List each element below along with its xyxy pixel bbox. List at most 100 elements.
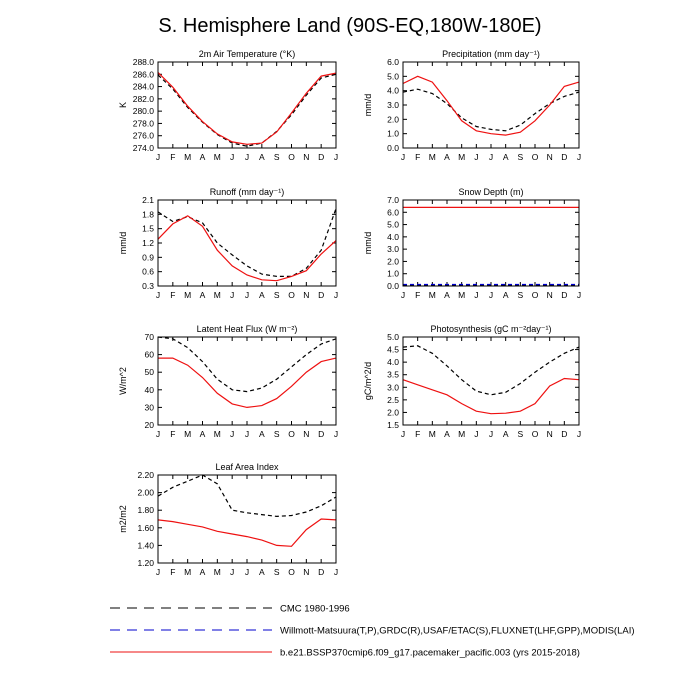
series-line-model	[157, 71, 337, 145]
series-line-model	[402, 377, 580, 415]
y-tick-label: 3.0	[387, 382, 399, 392]
x-tick-label: O	[288, 429, 295, 439]
x-tick-label: J	[156, 567, 160, 577]
legend-item-cmc: CMC 1980-1996	[110, 604, 350, 615]
legend-group: CMC 1980-1996 Willmott-Matsuura(T,P),GRDC…	[110, 604, 635, 659]
series-line-model	[402, 75, 580, 136]
figure-title: S. Hemisphere Land (90S-EQ,180W-180E)	[158, 15, 541, 37]
legend-item-obs: Willmott-Matsuura(T,P),GRDC(R),USAF/ETAC…	[110, 626, 635, 637]
series-line-cmc	[402, 88, 580, 132]
x-tick-label: N	[547, 152, 553, 162]
y-tick-label: 1.20	[137, 558, 154, 568]
panels-group: 2m Air Temperature (°K) K 274.0 276.0 278.0 2…	[118, 49, 581, 577]
x-tick-label: D	[318, 429, 324, 439]
y-axis-label: mm/d	[363, 232, 373, 255]
y-axis-label: m2/m2	[118, 505, 128, 533]
y-tick-label: 280.0	[133, 106, 155, 116]
y-axis-label: W/m^2	[118, 367, 128, 395]
x-tick-label: M	[429, 152, 436, 162]
x-tick-label: M	[429, 429, 436, 439]
x-tick-label: N	[303, 567, 309, 577]
y-tick-label: 0.0	[387, 143, 399, 153]
x-tick-label: J	[245, 429, 249, 439]
legend-label: CMC 1980-1996	[280, 604, 350, 615]
x-tick-label: A	[200, 152, 206, 162]
x-tick-label: J	[230, 290, 234, 300]
x-tick-label: J	[577, 429, 581, 439]
legend-label: Willmott-Matsuura(T,P),GRDC(R),USAF/ETAC…	[280, 626, 635, 637]
panel-photosynthesis-gc-m-day: Photosynthesis (gC m⁻²day⁻¹) gC/m^2/d 1.5 2…	[363, 324, 581, 439]
y-tick-label: 1.5	[142, 224, 154, 234]
plot-frame	[157, 61, 337, 149]
x-tick-label: M	[458, 290, 465, 300]
y-tick-label: 2.00	[137, 488, 154, 498]
y-tick-label: 0.3	[142, 281, 154, 291]
panel-snow-depth-m: Snow Depth (m) mm/d 0.0 1.0 2.0 3.0 4.0 5.0 6.0 7…	[363, 187, 581, 300]
y-tick-label: 20	[145, 420, 155, 430]
x-tick-label: J	[245, 290, 249, 300]
x-tick-label: M	[184, 429, 191, 439]
x-tick-label: S	[274, 290, 280, 300]
x-tick-label: D	[318, 290, 324, 300]
y-tick-label: 1.40	[137, 540, 154, 550]
series-line-cmc	[157, 336, 337, 393]
series-line-cmc	[402, 345, 580, 396]
y-tick-label: 4.0	[387, 232, 399, 242]
panel-title: Snow Depth (m)	[458, 187, 523, 197]
x-tick-label: N	[303, 429, 309, 439]
y-tick-label: 5.0	[387, 332, 399, 342]
x-tick-label: D	[561, 429, 567, 439]
panel-title: Precipitation (mm day⁻¹)	[442, 49, 540, 59]
y-tick-label: 0.6	[142, 267, 154, 277]
plot-frame	[157, 474, 337, 564]
x-tick-label: S	[274, 567, 280, 577]
y-tick-label: 7.0	[387, 195, 399, 205]
series-line-model	[157, 215, 337, 282]
y-tick-label: 4.5	[387, 345, 399, 355]
x-tick-label: M	[184, 152, 191, 162]
plot-frame	[157, 336, 337, 426]
x-tick-label: J	[334, 567, 338, 577]
panel-title: Leaf Area Index	[215, 462, 279, 472]
x-tick-label: A	[503, 152, 509, 162]
x-tick-label: J	[334, 290, 338, 300]
y-tick-label: 4.0	[387, 86, 399, 96]
y-tick-label: 50	[145, 367, 155, 377]
y-tick-label: 5.0	[387, 71, 399, 81]
x-tick-label: A	[259, 290, 265, 300]
y-tick-label: 3.5	[387, 370, 399, 380]
y-axis-label: mm/d	[118, 232, 128, 255]
x-tick-label: J	[401, 429, 405, 439]
x-tick-label: D	[318, 152, 324, 162]
y-tick-label: 2.0	[387, 256, 399, 266]
x-tick-label: S	[517, 152, 523, 162]
x-tick-label: A	[259, 152, 265, 162]
x-tick-label: M	[429, 290, 436, 300]
x-tick-label: F	[170, 290, 175, 300]
x-tick-label: N	[547, 429, 553, 439]
y-tick-label: 0.0	[387, 281, 399, 291]
panel-title: 2m Air Temperature (°K)	[199, 49, 295, 59]
y-tick-label: 1.60	[137, 523, 154, 533]
panel-latent-heat-flux-w-m: Latent Heat Flux (W m⁻²) W/m^2 20 30 40 50 60 7…	[118, 324, 338, 439]
y-tick-label: 1.2	[142, 238, 154, 248]
y-axis-label: mm/d	[363, 94, 373, 117]
y-tick-label: 2.20	[137, 470, 154, 480]
x-tick-label: A	[259, 567, 265, 577]
y-tick-label: 2.5	[387, 395, 399, 405]
x-tick-label: O	[288, 152, 295, 162]
y-tick-label: 278.0	[133, 118, 155, 128]
x-tick-label: F	[415, 152, 420, 162]
series-line-model	[158, 357, 337, 409]
x-tick-label: N	[303, 290, 309, 300]
panel-runoff-mm-day: Runoff (mm day⁻¹) mm/d 0.3 0.6 0.9 1.2 1.5 1.8 2…	[118, 187, 338, 300]
y-tick-label: 276.0	[133, 131, 155, 141]
y-tick-label: 3.0	[387, 100, 399, 110]
x-tick-label: J	[401, 290, 405, 300]
panel-title: Latent Heat Flux (W m⁻²)	[197, 324, 298, 334]
x-tick-label: F	[415, 290, 420, 300]
series-line-cmc	[157, 73, 337, 147]
x-tick-label: A	[200, 429, 206, 439]
panel-2m-air-temperature-k: 2m Air Temperature (°K) K 274.0 276.0 278.0 2…	[118, 49, 338, 162]
